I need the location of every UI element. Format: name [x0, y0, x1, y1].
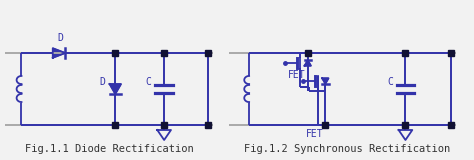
Text: Fig.1.2 Synchronous Rectification: Fig.1.2 Synchronous Rectification	[244, 144, 450, 154]
Text: FET: FET	[306, 129, 323, 139]
Text: D: D	[100, 77, 106, 87]
Polygon shape	[109, 84, 121, 94]
Polygon shape	[305, 60, 311, 66]
Text: Fig.1.1 Diode Rectification: Fig.1.1 Diode Rectification	[25, 144, 194, 154]
Polygon shape	[322, 78, 328, 84]
Text: C: C	[146, 77, 151, 87]
Text: FET: FET	[288, 70, 306, 80]
Text: D: D	[58, 33, 64, 43]
Polygon shape	[53, 48, 65, 58]
Text: C: C	[387, 77, 393, 87]
